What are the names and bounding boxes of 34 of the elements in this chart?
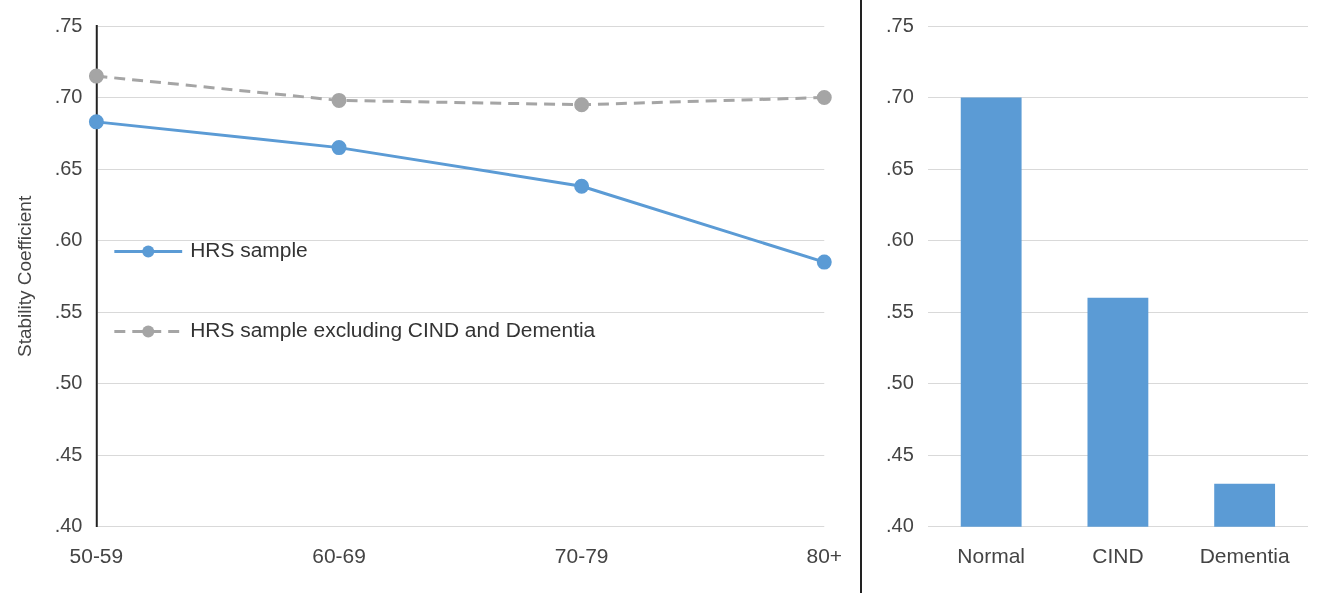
point: [88, 114, 104, 130]
legend-label: HRS sample excluding CIND and Dementia: [190, 318, 596, 342]
y-tick-label: .65: [54, 156, 83, 179]
x-tick-label: Normal: [957, 544, 1026, 568]
x-tick-label: 50-59: [69, 544, 124, 568]
x-tick-label: 60-69: [312, 544, 366, 568]
point: [574, 97, 590, 113]
x-tick-label: 70-79: [554, 544, 609, 568]
point: [816, 90, 832, 106]
y-tick-label: .45: [54, 442, 83, 465]
y-tick-label: .50: [54, 371, 83, 394]
y-tick-label: .70: [885, 85, 914, 108]
x-tick-label: 80+: [806, 544, 843, 568]
x-tick-label: CIND: [1092, 544, 1144, 568]
point: [331, 140, 347, 156]
point: [331, 92, 347, 108]
y-tick-label: .75: [54, 13, 83, 36]
y-tick-label: .50: [885, 371, 914, 394]
y-tick-label: .65: [885, 156, 914, 179]
legend-label: HRS sample: [190, 238, 308, 262]
y-tick-label: .40: [54, 514, 83, 537]
point: [574, 178, 590, 194]
y-tick-label: .55: [54, 299, 83, 322]
x-tick-label: Dementia: [1199, 544, 1290, 568]
y-tick-label: .40: [885, 514, 914, 537]
y-tick-label: .55: [885, 299, 914, 322]
y-tick-label: .60: [54, 228, 83, 251]
y-tick-label: .75: [885, 13, 914, 36]
y-tick-label: .45: [885, 442, 914, 465]
y-axis-title: Stability Coefficient: [13, 195, 35, 357]
point: [88, 68, 104, 84]
y-tick-label: .70: [54, 85, 83, 108]
y-tick-label: .60: [885, 228, 914, 251]
point: [816, 254, 832, 270]
